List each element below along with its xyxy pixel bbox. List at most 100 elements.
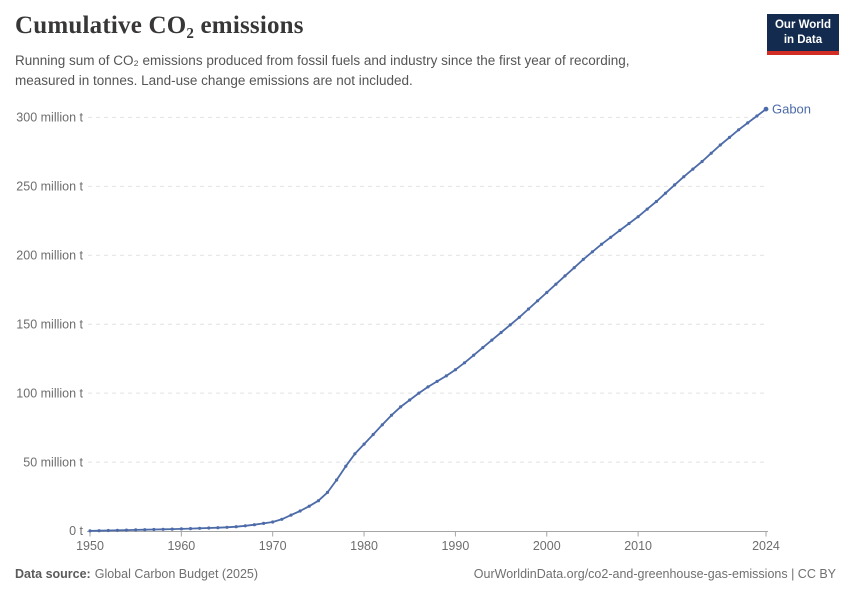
data-point-marker bbox=[645, 207, 649, 211]
data-point-marker bbox=[362, 442, 366, 446]
series-label-gabon[interactable]: Gabon bbox=[772, 102, 811, 117]
data-point-marker bbox=[663, 191, 668, 195]
subtitle-line-2: measured in tonnes. Land-use change emis… bbox=[15, 73, 413, 89]
data-point-marker bbox=[755, 114, 759, 118]
data-point-marker bbox=[536, 299, 540, 303]
owid-logo[interactable]: Our World in Data bbox=[766, 14, 839, 55]
page-title: Cumulative CO₂ emissions bbox=[15, 12, 304, 39]
y-axis-label: 100 million t bbox=[16, 386, 83, 400]
data-point-marker bbox=[143, 528, 147, 532]
data-point-marker bbox=[554, 282, 558, 286]
data-source: Data source: Global Carbon Budget (2025) bbox=[15, 567, 258, 581]
data-point-marker bbox=[408, 398, 412, 402]
x-axis-label: 1990 bbox=[441, 539, 469, 553]
data-point-marker bbox=[526, 307, 531, 311]
x-axis-label: 1980 bbox=[350, 539, 378, 553]
data-point-marker bbox=[234, 525, 238, 529]
x-axis-label: 1960 bbox=[167, 539, 195, 553]
data-point-marker bbox=[737, 128, 741, 132]
data-point-marker bbox=[600, 242, 604, 246]
data-point-marker bbox=[289, 513, 293, 517]
data-point-marker bbox=[134, 528, 138, 532]
data-point-marker bbox=[280, 517, 284, 521]
data-point-marker bbox=[170, 527, 174, 531]
data-point-marker bbox=[581, 257, 585, 261]
data-point-marker bbox=[106, 528, 110, 533]
data-point-marker bbox=[627, 221, 631, 226]
x-axis-label: 1950 bbox=[76, 539, 104, 553]
chart-footer: Data source: Global Carbon Budget (2025) … bbox=[15, 567, 836, 581]
x-axis-label: 1970 bbox=[259, 539, 287, 553]
data-point-marker bbox=[198, 526, 202, 530]
data-point-marker bbox=[124, 528, 129, 532]
data-point-marker bbox=[545, 290, 549, 295]
data-point-marker bbox=[380, 423, 384, 427]
data-point-marker bbox=[426, 385, 430, 389]
data-point-marker bbox=[325, 490, 330, 494]
y-axis-label: 0 t bbox=[69, 524, 83, 538]
data-point-marker bbox=[691, 167, 695, 171]
data-point-marker bbox=[298, 509, 302, 513]
logo-text-line-1: Our World bbox=[774, 19, 831, 31]
data-point-marker bbox=[682, 175, 686, 179]
logo-text-line-2: in Data bbox=[783, 33, 823, 46]
data-point-marker bbox=[316, 499, 320, 503]
data-point-marker bbox=[389, 413, 394, 417]
data-point-marker bbox=[216, 526, 220, 530]
y-axis-label: 200 million t bbox=[16, 248, 83, 262]
data-point-marker bbox=[490, 338, 494, 342]
attribution-link[interactable]: OurWorldinData.org/co2-and-greenhouse-ga… bbox=[473, 567, 836, 581]
data-point-marker bbox=[115, 528, 119, 532]
data-point-marker bbox=[481, 346, 485, 350]
data-point-marker bbox=[746, 121, 750, 125]
y-axis-label: 50 million t bbox=[23, 455, 83, 469]
data-point-marker bbox=[563, 274, 567, 278]
data-point-marker bbox=[572, 266, 576, 270]
chart-subtitle: Running sum of CO₂ emissions produced fr… bbox=[15, 51, 630, 92]
x-axis-label: 2024 bbox=[752, 539, 780, 553]
data-point-marker bbox=[262, 521, 266, 526]
data-point-marker bbox=[709, 151, 713, 155]
data-point-marker bbox=[207, 526, 211, 530]
y-axis-label: 150 million t bbox=[16, 317, 83, 331]
data-point-marker bbox=[335, 478, 339, 482]
data-point-marker bbox=[654, 199, 659, 204]
data-point-marker bbox=[590, 250, 595, 254]
data-point-marker bbox=[97, 529, 101, 533]
gabon-line[interactable] bbox=[89, 108, 767, 532]
data-point-marker bbox=[673, 183, 677, 187]
data-point-marker bbox=[417, 391, 421, 395]
data-point-marker bbox=[499, 330, 503, 335]
data-point-marker bbox=[727, 135, 732, 139]
data-point-marker bbox=[152, 527, 156, 532]
data-point-marker bbox=[252, 523, 256, 527]
data-point-marker bbox=[188, 527, 193, 531]
data-point-marker bbox=[517, 315, 521, 319]
data-point-marker bbox=[618, 228, 622, 232]
data-point-marker bbox=[243, 524, 247, 528]
data-point-marker bbox=[636, 215, 640, 219]
x-axis-label: 2000 bbox=[533, 539, 561, 553]
data-point-marker bbox=[508, 323, 512, 327]
data-point-marker bbox=[179, 527, 183, 531]
data-point-marker bbox=[271, 520, 275, 524]
data-point-marker bbox=[353, 452, 357, 456]
data-point-marker bbox=[344, 464, 348, 468]
subtitle-line-1: Running sum of CO₂ emissions produced fr… bbox=[15, 53, 630, 68]
data-point-marker bbox=[763, 106, 769, 112]
data-point-marker bbox=[225, 525, 229, 529]
data-point-marker bbox=[718, 143, 722, 147]
data-point-marker bbox=[444, 374, 448, 378]
data-point-marker bbox=[399, 405, 403, 409]
y-axis-label: 300 million t bbox=[16, 111, 83, 125]
data-point-marker bbox=[435, 379, 439, 383]
data-source-value: Global Carbon Budget (2025) bbox=[94, 567, 259, 581]
data-source-label: Data source: bbox=[15, 567, 91, 581]
x-axis-label: 2010 bbox=[624, 539, 652, 553]
data-point-marker bbox=[472, 353, 476, 357]
data-point-marker bbox=[700, 159, 704, 164]
y-axis-label: 250 million t bbox=[16, 180, 83, 194]
data-point-marker bbox=[453, 368, 457, 372]
